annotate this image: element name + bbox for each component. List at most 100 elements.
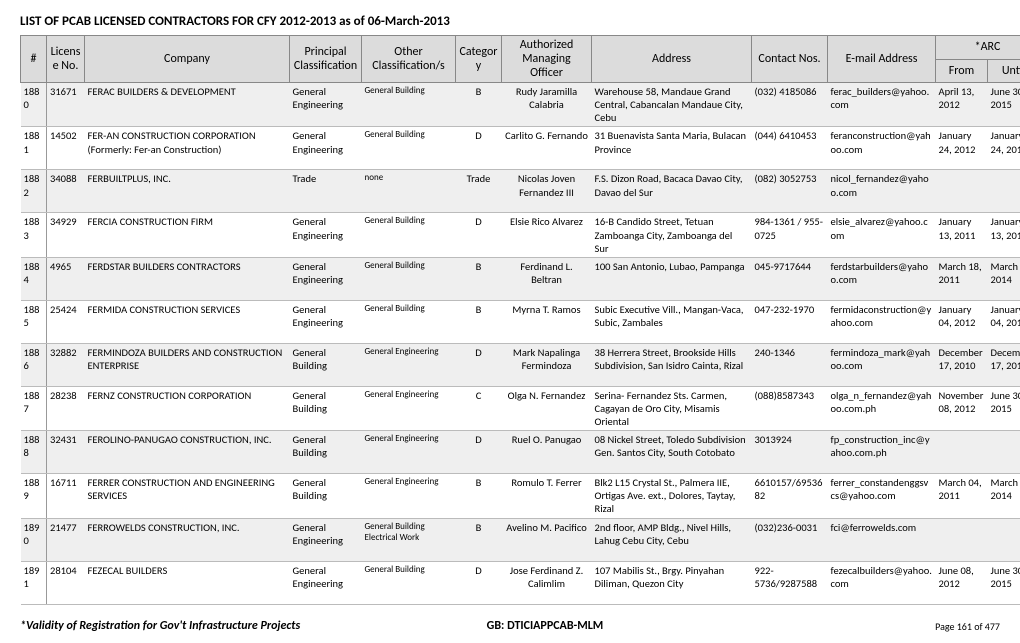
- cell: 6610157/6953682: [752, 474, 828, 518]
- cell: General BuildingElectrical Work: [362, 518, 456, 561]
- cell: 1887: [21, 386, 47, 430]
- col-principal: Principal Classification: [290, 36, 362, 83]
- cell: Mark Napalinga Fermindoza: [502, 343, 592, 386]
- cell: (044) 6410453: [752, 127, 828, 170]
- cell: January 04, 2012: [936, 300, 988, 343]
- cell: Serina- Fernandez Sts. Carmen, Cagayan d…: [592, 386, 752, 430]
- cell: fci@ferrowelds.com: [828, 518, 936, 561]
- cell: 25424: [47, 300, 85, 343]
- cell: General Building: [290, 431, 362, 474]
- page-title: LIST OF PCAB LICENSED CONTRACTORS FOR CF…: [20, 14, 1000, 29]
- col-contact: Contact Nos.: [752, 36, 828, 83]
- cell: (032) 4185086: [752, 83, 828, 127]
- cell: General Building: [290, 386, 362, 430]
- table-row: 188334929FERCIA CONSTRUCTION FIRMGeneral…: [21, 213, 1020, 257]
- cell: FEZECAL BUILDERS: [85, 561, 290, 604]
- table-row: 18844965FERDSTAR BUILDERS CONTRACTORSGen…: [21, 257, 1020, 300]
- cell: FERMINDOZA BUILDERS AND CONSTRUCTION ENT…: [85, 343, 290, 386]
- cell: June 30, 2015: [988, 386, 1020, 430]
- cell: [936, 170, 988, 213]
- cell: ferac_builders@yahoo.com: [828, 83, 936, 127]
- table-body: 188031671FERAC BUILDERS & DEVELOPMENTGen…: [21, 83, 1020, 605]
- cell: FERROWELDS CONSTRUCTION, INC.: [85, 518, 290, 561]
- cell: fermindoza_mark@yahoo.com: [828, 343, 936, 386]
- cell: March 04, 2011: [936, 474, 988, 518]
- cell: B: [456, 474, 502, 518]
- cell: 28238: [47, 386, 85, 430]
- cell: 32882: [47, 343, 85, 386]
- cell: Rudy Jaramilla Calabria: [502, 83, 592, 127]
- footer-note: *Validity of Registration for Gov't Infr…: [20, 619, 300, 633]
- col-manager: Authorized Managing Officer: [502, 36, 592, 83]
- cell: 34088: [47, 170, 85, 213]
- cell: April 13, 2012: [936, 83, 988, 127]
- cell: General Engineering: [290, 518, 362, 561]
- table-row: 188234088FERBUILTPLUS, INC.TradenoneTrad…: [21, 170, 1020, 213]
- table-row: 188114502FER-AN CONSTRUCTION CORPORATION…: [21, 127, 1020, 170]
- cell: 984-1361 / 955-0725: [752, 213, 828, 257]
- cell: 4965: [47, 257, 85, 300]
- cell: 16711: [47, 474, 85, 518]
- table-header: # License No. Company Principal Classifi…: [21, 36, 1020, 83]
- cell: FERCIA CONSTRUCTION FIRM: [85, 213, 290, 257]
- cell: General Building: [290, 343, 362, 386]
- cell: Ferdinand L. Beltran: [502, 257, 592, 300]
- cell: 1881: [21, 127, 47, 170]
- cell: General Engineering: [362, 386, 456, 430]
- cell: D: [456, 213, 502, 257]
- cell: January 13, 2011: [936, 213, 988, 257]
- cell: March 04, 2014: [988, 474, 1020, 518]
- cell: FERAC BUILDERS & DEVELOPMENT: [85, 83, 290, 127]
- cell: 16-B Candido Street, Tetuan Zamboanga Ci…: [592, 213, 752, 257]
- cell: General Building: [290, 474, 362, 518]
- cell: 32431: [47, 431, 85, 474]
- cell: ferrer_constandenggsvcs@yahoo.com: [828, 474, 936, 518]
- cell: (082) 3052753: [752, 170, 828, 213]
- cell: 1891: [21, 561, 47, 604]
- cell: Blk2 L15 Crystal St., Palmera IIE, Ortig…: [592, 474, 752, 518]
- cell: December 17, 2010: [936, 343, 988, 386]
- cell: June 30, 2015: [988, 83, 1020, 127]
- cell: 3013924: [752, 431, 828, 474]
- cell: FERNZ CONSTRUCTION CORPORATION: [85, 386, 290, 430]
- cell: Warehouse 58, Mandaue Grand Central, Cab…: [592, 83, 752, 127]
- table-row: 188832431FEROLINO-PANUGAO CONSTRUCTION, …: [21, 431, 1020, 474]
- col-until: Until: [988, 59, 1020, 83]
- cell: Romulo T. Ferrer: [502, 474, 592, 518]
- cell: Nicolas Joven Fernandez III: [502, 170, 592, 213]
- cell: [936, 518, 988, 561]
- cell: General Engineering: [290, 83, 362, 127]
- cell: Avelino M. Pacifico: [502, 518, 592, 561]
- cell: General Engineering: [290, 300, 362, 343]
- cell: 1880: [21, 83, 47, 127]
- cell: Jose Ferdinand Z. Calimlim: [502, 561, 592, 604]
- cell: Olga N. Fernandez: [502, 386, 592, 430]
- cell: 100 San Antonio, Lubao, Pampanga: [592, 257, 752, 300]
- cell: 1886: [21, 343, 47, 386]
- cell: B: [456, 518, 502, 561]
- cell: 1882: [21, 170, 47, 213]
- cell: B: [456, 257, 502, 300]
- table-row: 188728238FERNZ CONSTRUCTION CORPORATIONG…: [21, 386, 1020, 430]
- cell: June 30, 2015: [988, 561, 1020, 604]
- cell: FEROLINO-PANUGAO CONSTRUCTION, INC.: [85, 431, 290, 474]
- cell: D: [456, 127, 502, 170]
- table-row: 188632882FERMINDOZA BUILDERS AND CONSTRU…: [21, 343, 1020, 386]
- cell: D: [456, 343, 502, 386]
- cell: General Building: [362, 127, 456, 170]
- cell: General Engineering: [290, 561, 362, 604]
- table-row: 189021477FERROWELDS CONSTRUCTION, INC.Ge…: [21, 518, 1020, 561]
- cell: 34929: [47, 213, 85, 257]
- cell: General Building: [362, 561, 456, 604]
- col-other: Other Classification/s: [362, 36, 456, 83]
- col-license: License No.: [47, 36, 85, 83]
- cell: fp_construction_inc@yahoo.com.ph: [828, 431, 936, 474]
- cell: General Building: [362, 300, 456, 343]
- cell: [988, 431, 1020, 474]
- table-row: 188525424FERMIDA CONSTRUCTION SERVICESGe…: [21, 300, 1020, 343]
- cell: none: [362, 170, 456, 213]
- cell: 31671: [47, 83, 85, 127]
- cell: 2nd floor, AMP Bldg., Nivel Hills, Lahug…: [592, 518, 752, 561]
- cell: 922-5736/9287588: [752, 561, 828, 604]
- cell: 045-9717644: [752, 257, 828, 300]
